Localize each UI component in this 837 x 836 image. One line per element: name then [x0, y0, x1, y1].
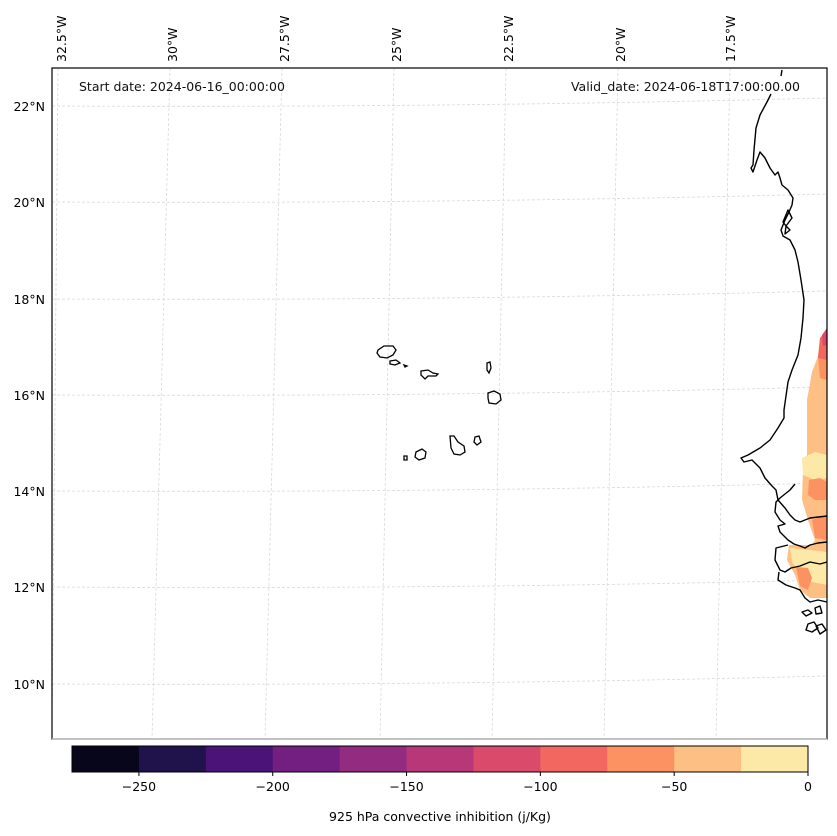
island-bijagos-4 [815, 623, 827, 635]
island-santo-antao [376, 345, 397, 359]
cin-region-25-0-south [790, 548, 827, 585]
colorbar-swatch [674, 746, 742, 772]
island-santa-luzia [402, 363, 409, 368]
colorbar-swatch [473, 746, 541, 772]
lon-label-17-5w: 17.5°W [723, 16, 738, 62]
lat-label-10n: 10°N [13, 677, 45, 692]
island-bijagos-1 [801, 609, 813, 617]
colorbar-ticks: −250 −200 −150 −100 −50 0 [122, 772, 812, 794]
parallel-gridline [51, 482, 828, 492]
meridian-gridline [51, 67, 59, 740]
lon-label-27-5w: 27.5°W [277, 16, 292, 62]
meridian-gridline [379, 67, 395, 740]
map-area: Start date: 2024-06-16_00:00:00 Valid_da… [51, 67, 828, 740]
meridian-gridline [603, 67, 619, 740]
parallel-gridline [51, 97, 828, 107]
colorbar-swatch [205, 746, 274, 772]
meridian-gridline [264, 67, 283, 740]
coastline [740, 69, 828, 635]
lon-label-32-5w: 32.5°W [54, 16, 69, 62]
parallel-gridline [51, 675, 828, 685]
valid-date-label: Valid_date: 2024-06-18T17:00:00.00 [571, 79, 800, 94]
lat-label-14n: 14°N [13, 484, 45, 499]
island-santiago [449, 435, 466, 456]
parallel-gridline [51, 579, 828, 588]
parallel-gridline [51, 290, 828, 300]
colorbar-swatch [138, 746, 207, 772]
coastline-senegal-south [774, 483, 828, 549]
island-bijagos-3 [805, 621, 819, 633]
cin-region-25-0 [802, 452, 827, 480]
gridlines [51, 67, 828, 740]
island-fogo [414, 448, 427, 461]
island-brava [403, 455, 408, 461]
island-sal [486, 361, 492, 375]
colorbar-swatch [741, 746, 809, 772]
colorbar-tick-label: −150 [389, 779, 423, 794]
cin-region-75-50-d [796, 567, 812, 590]
colorbar-swatch [607, 746, 675, 772]
latitude-labels: 22°N 20°N 18°N 16°N 14°N 12°N 10°N [13, 99, 45, 692]
map-background [52, 68, 827, 739]
cin-region-75-50-b [808, 478, 827, 500]
lon-label-20w: 20°W [613, 27, 628, 62]
colorbar-swatch [72, 746, 140, 772]
start-date-label: Start date: 2024-06-16_00:00:00 [79, 79, 285, 94]
cin-shading [787, 328, 827, 598]
lat-label-16n: 16°N [13, 388, 45, 403]
cape-verde-islands [376, 345, 502, 461]
lon-label-25w: 25°W [389, 27, 404, 62]
colorbar: −250 −200 −150 −100 −50 0 925 hPa convective … [71, 745, 812, 824]
lat-label-22n: 22°N [13, 99, 45, 114]
colorbar-swatch [540, 746, 608, 772]
lat-label-20n: 20°N [13, 195, 45, 210]
island-sao-vicente [389, 359, 402, 366]
colorbar-tick-label: −250 [122, 779, 156, 794]
coastline-guinea-bissau [777, 571, 828, 603]
cin-region-75-50-c [812, 515, 827, 540]
cin-region-125-100 [822, 328, 827, 346]
coastline-bay-details [782, 209, 793, 235]
longitude-labels: 32.5°W 30°W 27.5°W 25°W 22.5°W 20°W 17.5… [54, 16, 738, 62]
island-maio [473, 435, 482, 446]
colorbar-label: 925 hPa convective inhibition (j/Kg) [329, 809, 551, 824]
island-bijagos-2 [814, 605, 823, 615]
parallel-gridline [51, 193, 828, 203]
meridian-gridline [715, 67, 731, 740]
colorbar-swatch [339, 746, 408, 772]
lat-label-12n: 12°N [13, 580, 45, 595]
island-boa-vista [487, 390, 502, 405]
meridian-gridline [491, 67, 507, 740]
colorbar-tick-label: 0 [804, 779, 812, 794]
island-sao-nicolau [420, 369, 440, 380]
lon-label-22-5w: 22.5°W [501, 16, 516, 62]
colorbar-swatches [72, 746, 809, 772]
parallel-gridline [51, 386, 828, 396]
colorbar-swatch [406, 746, 474, 772]
meridian-gridline [151, 67, 171, 740]
colorbar-frame [71, 745, 809, 773]
lat-label-18n: 18°N [13, 292, 45, 307]
colorbar-tick-label: −200 [256, 779, 290, 794]
lon-label-30w: 30°W [165, 27, 180, 62]
coastline-gambia [774, 544, 828, 573]
colorbar-tick-label: −50 [661, 779, 687, 794]
coastline-mainland [740, 69, 828, 523]
colorbar-swatch [272, 746, 341, 772]
colorbar-tick-label: −100 [523, 779, 557, 794]
